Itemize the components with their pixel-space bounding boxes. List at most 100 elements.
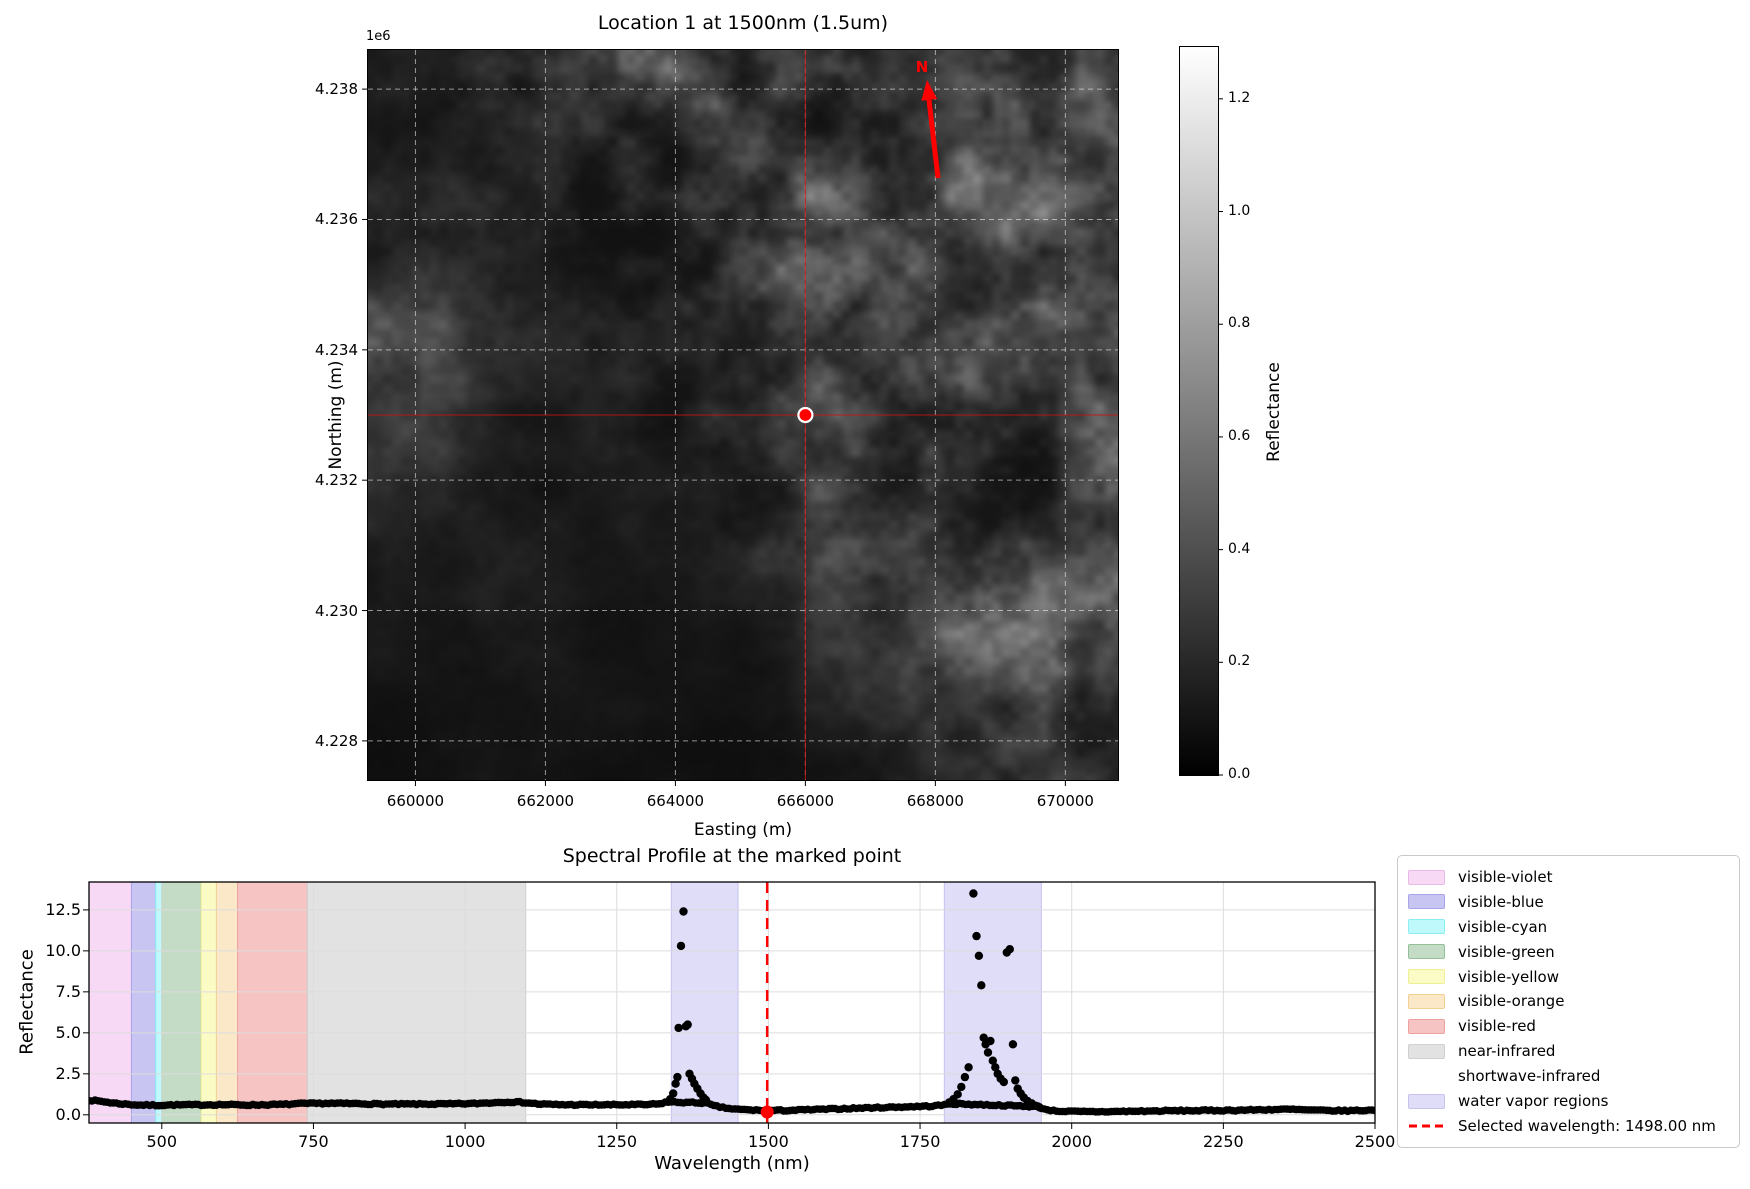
legend-row: water vapor regions xyxy=(1408,1089,1729,1113)
band-visible-cyan xyxy=(155,882,163,1123)
spectrum-point xyxy=(1371,1106,1375,1115)
legend-swatch-empty xyxy=(1408,1069,1445,1084)
spectrum-spike-point xyxy=(999,1077,1008,1087)
spectral-y-tick-label: 5.0 xyxy=(55,1022,81,1042)
selected-wavelength-marker xyxy=(760,1105,774,1119)
spectral-tick-marks xyxy=(83,909,1376,1129)
map-y-tick-label: 4.236 xyxy=(315,210,358,229)
legend-label: shortwave-infrared xyxy=(1458,1067,1601,1086)
legend-swatch xyxy=(1408,1093,1445,1109)
legend-row: visible-cyan xyxy=(1408,915,1729,939)
marked-point xyxy=(797,406,814,424)
legend-swatch xyxy=(1408,1018,1445,1034)
spectrum-spike-point xyxy=(669,1089,678,1098)
spectral-x-tick-label: 1750 xyxy=(899,1132,941,1151)
band-visible-blue xyxy=(130,882,157,1123)
map-y-tick-label: 4.238 xyxy=(315,80,358,99)
spectrum-spike-point xyxy=(969,889,978,898)
legend-swatch xyxy=(1408,993,1445,1009)
map-x-tick-label: 660000 xyxy=(386,792,445,810)
spectrum-spike-point xyxy=(983,1048,993,1057)
band-near-infrared xyxy=(306,882,527,1123)
map-axes: N xyxy=(362,49,1119,786)
legend-row: near-infrared xyxy=(1408,1039,1729,1063)
map-y-tick-label: 4.234 xyxy=(315,340,358,359)
map-axis-offset-label: 1e6 xyxy=(366,29,391,44)
spectral-y-tick-label: 7.5 xyxy=(55,981,81,1001)
legend-row: visible-red xyxy=(1408,1014,1729,1038)
north-arrow-shaft xyxy=(926,99,941,179)
map-y-tick-label: 4.228 xyxy=(315,731,358,750)
spectrum-spike-point xyxy=(676,941,686,951)
legend-label: visible-yellow xyxy=(1458,967,1559,986)
spectrum-spike-point xyxy=(977,981,986,990)
legend-row: visible-yellow xyxy=(1408,965,1729,989)
spectrum-spike-point xyxy=(1011,1076,1020,1085)
spectral-gridlines xyxy=(89,882,1376,1123)
legend-label: water vapor regions xyxy=(1458,1092,1609,1111)
spectrum-spike-point xyxy=(974,951,984,960)
north-arrow-label: N xyxy=(916,58,929,76)
spectrum-spike-point xyxy=(671,1079,680,1088)
band-visible-red xyxy=(237,882,308,1123)
legend-swatch xyxy=(1408,869,1445,885)
legend-swatch xyxy=(1408,919,1445,935)
spectral-x-tick-label: 2000 xyxy=(1051,1132,1093,1151)
map-x-tick-label: 662000 xyxy=(516,792,575,810)
colorbar-tick-label: 0.2 xyxy=(1228,653,1251,670)
legend-swatch xyxy=(1408,1043,1445,1059)
spectrum-spike-point xyxy=(679,907,688,916)
spectral-y-tick-label: 2.5 xyxy=(55,1063,81,1083)
spectrum-spike-point xyxy=(991,1063,1000,1072)
map-x-tick-label: 664000 xyxy=(646,792,705,810)
legend-label: visible-blue xyxy=(1458,892,1544,911)
spectral-y-tick-label: 0.0 xyxy=(55,1104,81,1124)
legend-row: Selected wavelength: 1498.00 nm xyxy=(1408,1114,1729,1138)
colorbar-tick-label: 0.4 xyxy=(1228,540,1251,557)
colorbar-tick-marks xyxy=(1218,98,1223,776)
spectrum-spike-point xyxy=(988,1056,997,1065)
spectral-x-tick-label: 500 xyxy=(146,1132,178,1151)
colorbar-label: Reflectance xyxy=(1264,362,1284,462)
map-tick-marks xyxy=(362,88,1066,786)
legend-label: Selected wavelength: 1498.00 nm xyxy=(1458,1116,1716,1135)
legend: visible-violet visible-blue visible-cyan vi… xyxy=(1397,855,1740,1148)
legend-label: visible-violet xyxy=(1458,868,1553,886)
legend-label: visible-red xyxy=(1458,1017,1536,1036)
spectral-x-tick-label: 1000 xyxy=(444,1132,486,1151)
spectral-y-tick-label: 10.0 xyxy=(45,940,81,960)
legend-swatch xyxy=(1408,969,1445,985)
legend-row: visible-violet xyxy=(1408,865,1729,889)
spectral-x-tick-label: 2250 xyxy=(1202,1132,1244,1151)
colorbar-tick-label: 0.0 xyxy=(1228,766,1251,782)
north-arrow-head xyxy=(921,80,938,101)
legend-label: visible-green xyxy=(1458,942,1555,961)
spectral-x-tick-label: 1500 xyxy=(748,1132,789,1151)
map-overlay: N xyxy=(362,50,1118,786)
spectrum-spike-point xyxy=(1008,1040,1018,1049)
legend-row: visible-blue xyxy=(1408,890,1729,914)
spectrum-spike-point xyxy=(972,931,981,941)
spectrum-spike-point xyxy=(960,1072,970,1082)
band-visible-green xyxy=(161,882,202,1123)
colorbar-tick-label: 0.6 xyxy=(1228,427,1251,444)
spectral-x-tick-label: 750 xyxy=(298,1132,329,1151)
colorbar-tick-label: 0.8 xyxy=(1228,315,1251,332)
spectrum-spike-point xyxy=(683,1020,692,1029)
map-x-tick-label: 666000 xyxy=(776,792,835,810)
spectrum-spike-point xyxy=(957,1082,966,1092)
band-water-vapor-regions xyxy=(670,882,739,1123)
spectrum-spike-point xyxy=(673,1072,682,1082)
legend-row: visible-green xyxy=(1408,940,1729,964)
legend-row: shortwave-infrared xyxy=(1408,1064,1729,1088)
spectrum-spike-point xyxy=(674,1023,683,1033)
legend-label: near-infrared xyxy=(1458,1042,1556,1061)
legend-row: visible-orange xyxy=(1408,989,1729,1013)
map-y-tick-label: 4.230 xyxy=(315,601,358,620)
spectrum-spike-point xyxy=(1005,945,1014,954)
colorbar-tick-label: 1.0 xyxy=(1228,202,1251,219)
map-xlabel: Easting (m) xyxy=(693,820,793,840)
spectral-title: Spectral Profile at the marked point xyxy=(562,845,902,867)
